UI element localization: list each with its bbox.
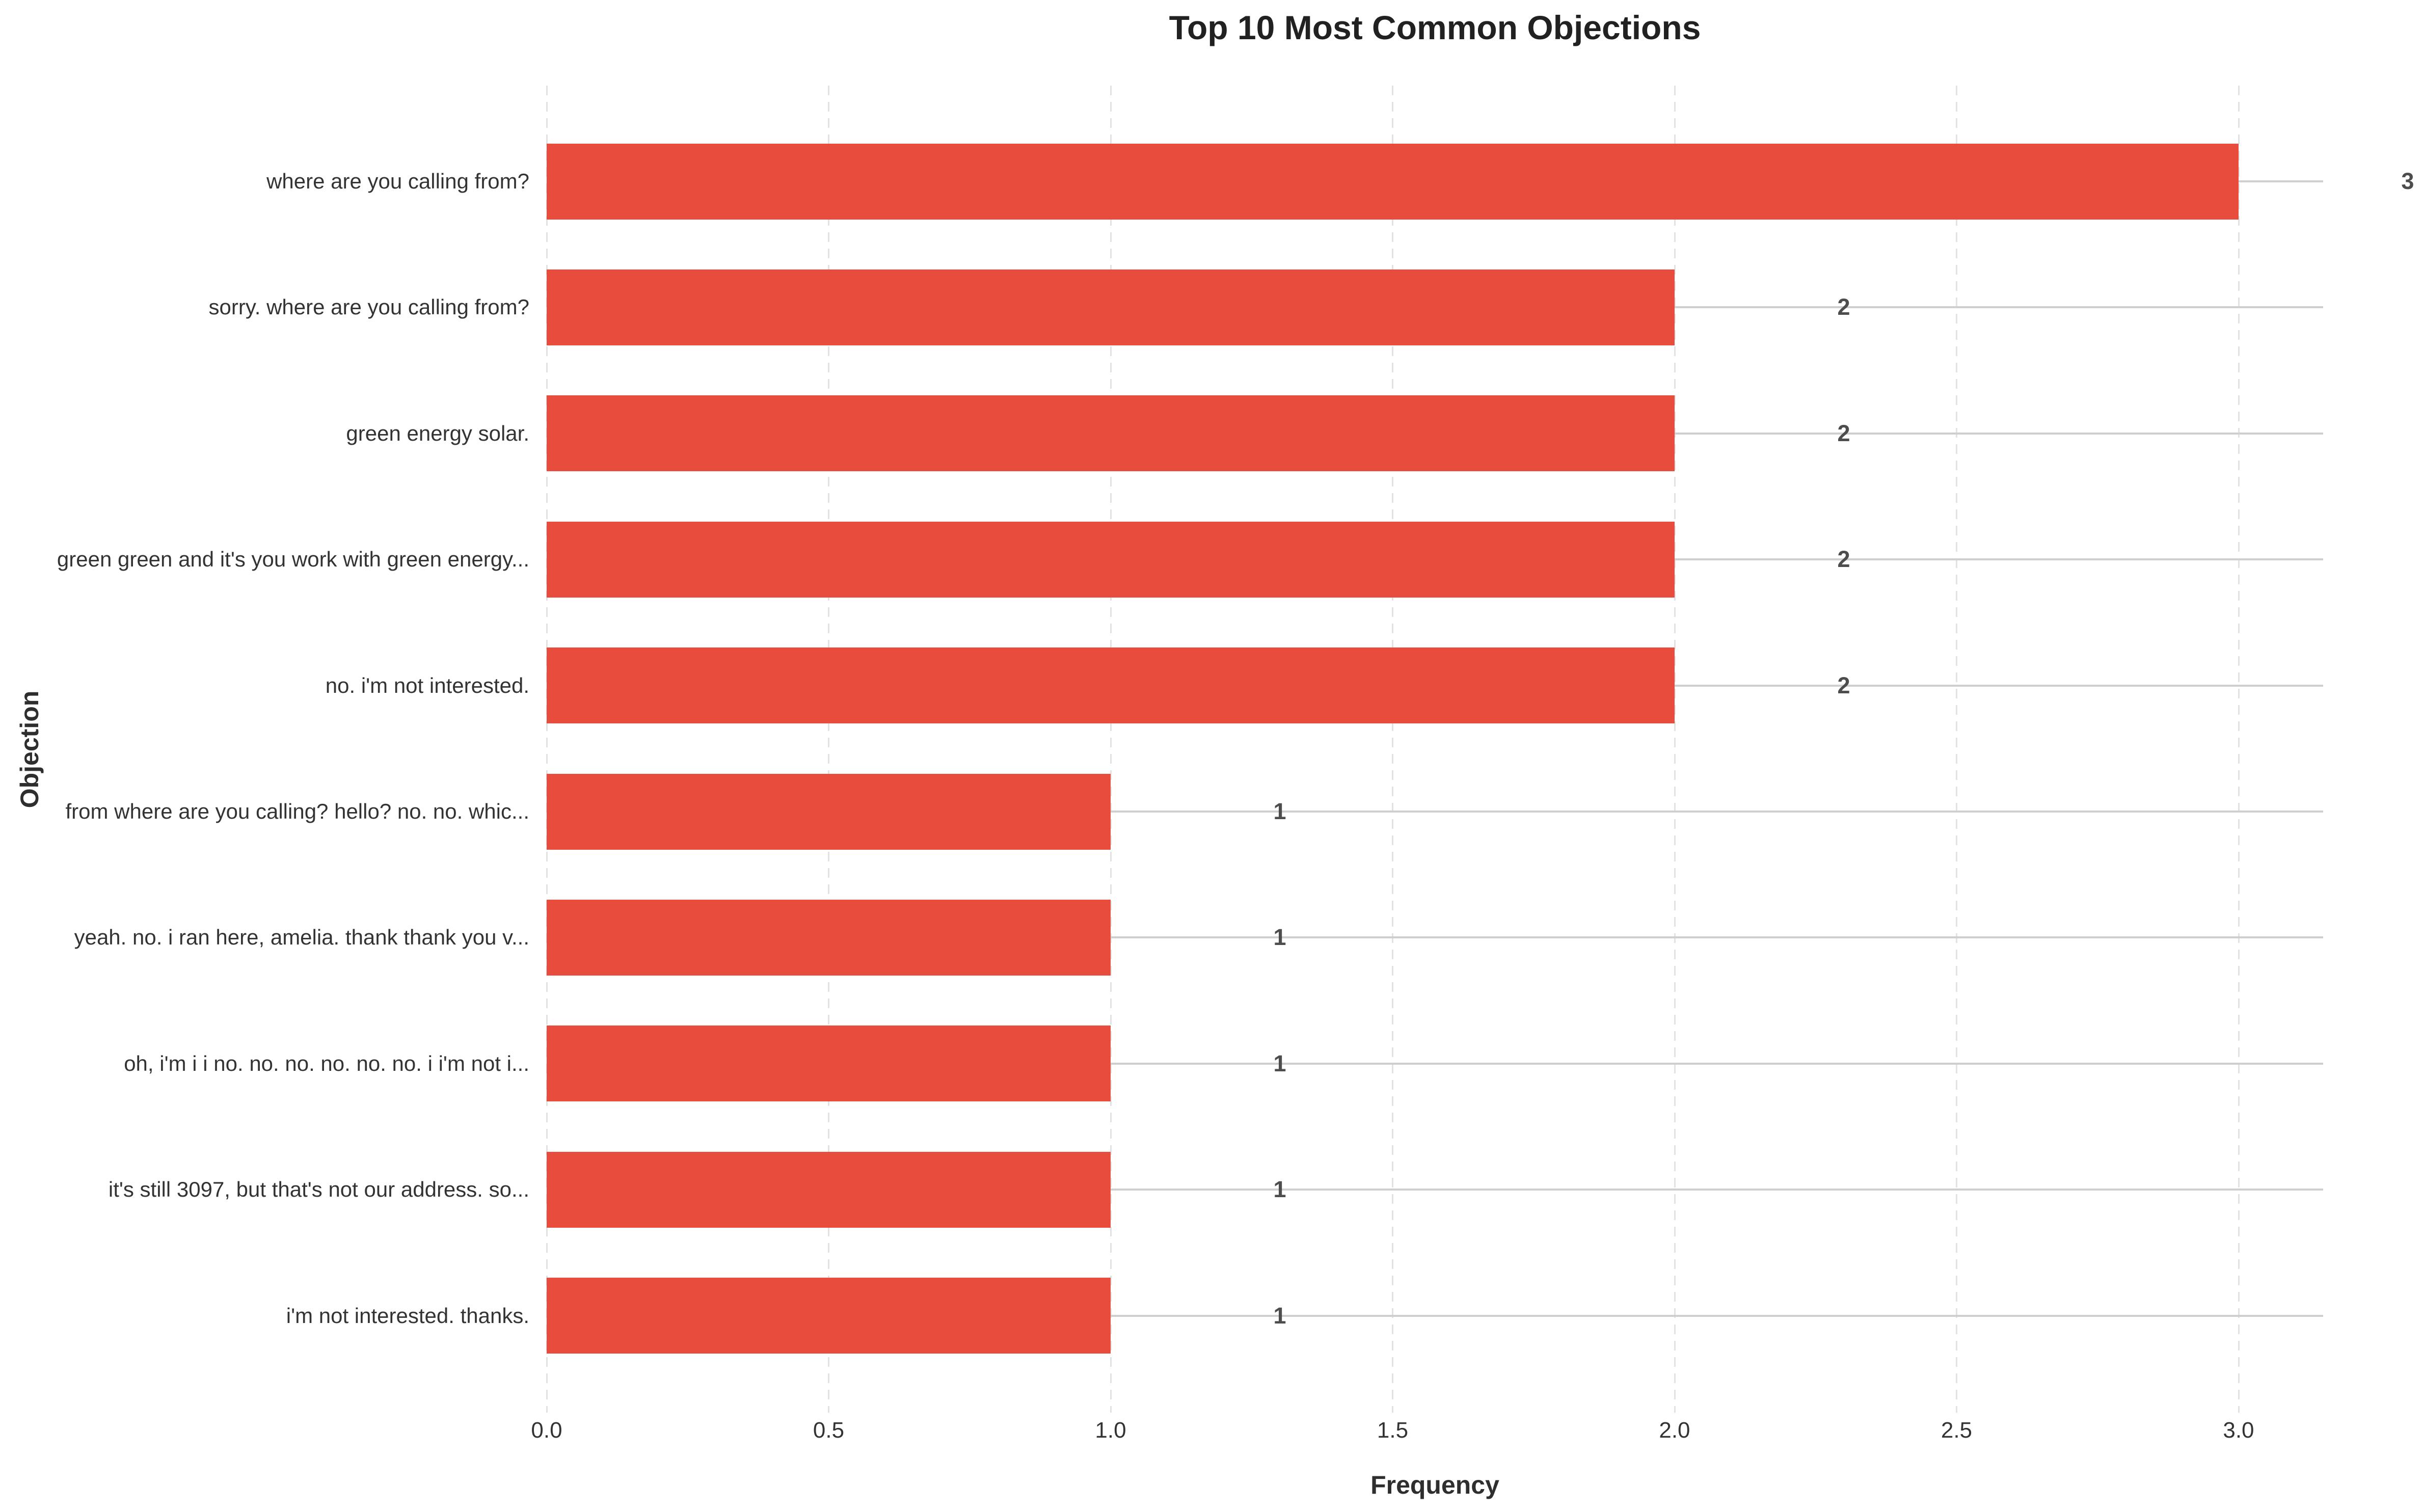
category-label: i'm not interested. thanks. bbox=[286, 1303, 529, 1328]
y-gridline bbox=[547, 1189, 2323, 1191]
y-gridline bbox=[547, 811, 2323, 813]
y-gridline bbox=[547, 936, 2323, 939]
x-gridline bbox=[546, 86, 548, 1413]
value-label: 2 bbox=[1837, 546, 1850, 573]
x-gridline bbox=[1956, 86, 1958, 1413]
bar bbox=[547, 1278, 1111, 1354]
x-gridline bbox=[1392, 86, 1394, 1413]
category-label: sorry. where are you calling from? bbox=[208, 295, 529, 319]
value-label: 3 bbox=[2401, 168, 2414, 194]
category-label: green energy solar. bbox=[346, 421, 529, 445]
value-label: 1 bbox=[1273, 1302, 1286, 1329]
category-label: oh, i'm i i no. no. no. no. no. no. i i'… bbox=[124, 1051, 529, 1075]
value-label: 2 bbox=[1837, 420, 1850, 446]
category-label: no. i'm not interested. bbox=[325, 673, 529, 697]
x-tick-label: 0.0 bbox=[531, 1418, 562, 1443]
y-axis-title: Objection bbox=[15, 690, 44, 808]
bar bbox=[547, 899, 1111, 976]
category-label: yeah. no. i ran here, amelia. thank than… bbox=[74, 925, 529, 950]
bar bbox=[547, 773, 1111, 850]
bar bbox=[547, 269, 1675, 345]
bar bbox=[547, 143, 2239, 220]
value-label: 2 bbox=[1837, 672, 1850, 698]
bar bbox=[547, 521, 1675, 598]
category-label: it's still 3097, but that's not our addr… bbox=[108, 1177, 529, 1202]
x-gridline bbox=[2238, 86, 2240, 1413]
x-gridline bbox=[828, 86, 830, 1413]
x-tick-label: 0.5 bbox=[813, 1418, 845, 1443]
x-tick-label: 2.0 bbox=[1659, 1418, 1690, 1443]
y-gridline bbox=[547, 1314, 2323, 1317]
bar bbox=[547, 1151, 1111, 1228]
category-label: from where are you calling? hello? no. n… bbox=[65, 799, 530, 823]
x-tick-label: 1.0 bbox=[1095, 1418, 1126, 1443]
y-gridline bbox=[547, 1062, 2323, 1065]
bar bbox=[547, 1025, 1111, 1102]
x-gridline bbox=[1674, 86, 1676, 1413]
value-label: 1 bbox=[1273, 798, 1286, 824]
value-label: 1 bbox=[1273, 924, 1286, 951]
x-tick-label: 1.5 bbox=[1377, 1418, 1409, 1443]
x-gridline bbox=[1110, 86, 1112, 1413]
category-label: where are you calling from? bbox=[266, 169, 529, 193]
bar bbox=[547, 647, 1675, 724]
value-label: 1 bbox=[1273, 1050, 1286, 1076]
bar bbox=[547, 395, 1675, 472]
x-tick-label: 3.0 bbox=[2223, 1418, 2254, 1443]
category-label: green green and it's you work with green… bbox=[57, 547, 529, 572]
value-label: 2 bbox=[1837, 294, 1850, 320]
value-label: 1 bbox=[1273, 1176, 1286, 1203]
x-tick-label: 2.5 bbox=[1941, 1418, 1973, 1443]
chart-title: Top 10 Most Common Objections bbox=[1169, 9, 1701, 46]
x-axis-title: Frequency bbox=[1370, 1471, 1499, 1499]
